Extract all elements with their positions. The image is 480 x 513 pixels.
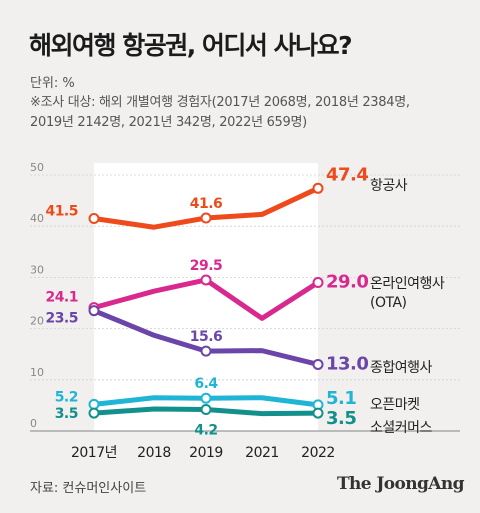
x-tick-label: 2021 [245,445,279,461]
data-label: 47.4 [326,164,368,185]
data-label: 4.2 [194,422,217,438]
brand-logo: The JoongAng [337,474,465,494]
y-tick-label: 10 [30,366,44,379]
data-point [312,182,324,194]
y-tick-label: 20 [30,315,44,328]
data-point [88,398,100,410]
data-label: 15.6 [190,329,223,345]
x-tick-label: 2017년 [71,445,117,461]
series-name-label: 항공사 [370,178,408,194]
data-label: 5.2 [55,389,78,405]
unit-label: 단위: % [30,76,75,91]
series-name-label: 오픈마켓 [370,397,420,413]
source-credit: 자료: 컨슈머인사이트 [30,481,147,496]
survey-note-line-2: 2019년 2142명, 2021년 342명, 2022년 659명) [30,115,307,130]
data-point [88,305,100,317]
x-tick-label: 2022 [301,445,335,461]
data-label: 5.1 [326,388,356,409]
series-name-label: 종합여행사 [370,360,433,376]
data-label: 3.5 [326,408,356,429]
y-tick-label: 0 [30,417,37,430]
data-point [200,392,212,404]
series-name-label: (OTA) [370,295,407,311]
data-label: 23.5 [45,311,78,327]
data-point [312,358,324,370]
data-point [200,274,212,286]
x-tick-label: 2019 [189,445,223,461]
series-name-label: 소셜커머스 [370,420,433,436]
y-tick-label: 50 [30,161,44,174]
survey-note: ※조사 대상: 해외 개별여행 경험자(2017년 2068명, 2018년 2… [30,93,410,133]
data-label: 13.0 [326,353,368,374]
data-point [200,345,212,357]
data-label: 6.4 [194,376,218,392]
survey-note-line-1: ※조사 대상: 해외 개별여행 경험자(2017년 2068명, 2018년 2… [30,95,410,110]
data-label: 41.5 [45,204,78,220]
series-name-label: 온라인여행사 [370,276,445,292]
y-tick-label: 40 [30,212,44,225]
y-tick-label: 30 [30,263,44,276]
data-label: 29.5 [190,258,223,274]
data-point [88,213,100,225]
data-point [200,212,212,224]
data-point [312,407,324,419]
x-tick-label: 2018 [137,445,171,461]
data-point [200,403,212,415]
data-label: 29.0 [326,272,368,293]
data-point [312,277,324,289]
chart-title: 해외여행 항공권, 어디서 사나요? [29,31,353,60]
data-label: 41.6 [190,196,223,212]
data-label: 3.5 [55,406,78,422]
data-label: 24.1 [45,290,78,306]
data-point [88,407,100,419]
